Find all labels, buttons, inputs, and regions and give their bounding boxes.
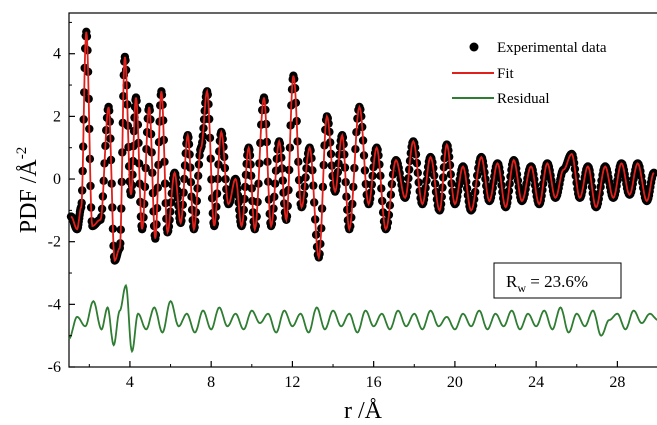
x-axis-title: r /Å xyxy=(344,398,383,424)
y-tick-label: -2 xyxy=(48,234,61,251)
x-tick-label: 16 xyxy=(366,374,382,391)
legend: Experimental data Fit Residual xyxy=(452,40,607,107)
y-axis-title: PDF /Å-2 xyxy=(14,147,42,234)
x-tick-label: 4 xyxy=(126,374,134,391)
plot-frame xyxy=(68,12,657,368)
y-tick-label: 4 xyxy=(53,46,61,63)
series-experimental xyxy=(66,27,657,265)
legend-label-experimental: Experimental data xyxy=(497,40,607,56)
series-residual-line xyxy=(68,283,657,354)
rw-value: = 23.6% xyxy=(526,272,588,291)
rw-annotation: Rw = 23.6% xyxy=(493,262,622,299)
rw-sub: w xyxy=(517,281,526,295)
rw-r: R xyxy=(506,272,518,291)
rw-text: Rw = 23.6% xyxy=(506,272,588,295)
y-tick-label: -4 xyxy=(48,296,61,313)
x-tick-label: 8 xyxy=(207,374,215,391)
y-axis-title-sup: -2 xyxy=(14,147,30,160)
x-tick-label: 28 xyxy=(609,374,625,391)
y-tick-label: 2 xyxy=(53,108,61,125)
x-tick-label: 20 xyxy=(447,374,463,391)
legend-label-residual: Residual xyxy=(497,91,550,107)
legend-marker-experimental xyxy=(469,42,479,52)
legend-label-fit: Fit xyxy=(497,66,515,82)
rw-box xyxy=(493,262,622,299)
y-axis-title-main: PDF /Å xyxy=(16,159,42,234)
data-layer xyxy=(66,27,657,354)
y-tick-label: 0 xyxy=(53,171,61,188)
y-tick-label: -6 xyxy=(48,359,61,376)
series-fit-line xyxy=(70,31,655,262)
x-tick-label: 24 xyxy=(528,374,544,391)
x-tick-label: 12 xyxy=(284,374,300,391)
